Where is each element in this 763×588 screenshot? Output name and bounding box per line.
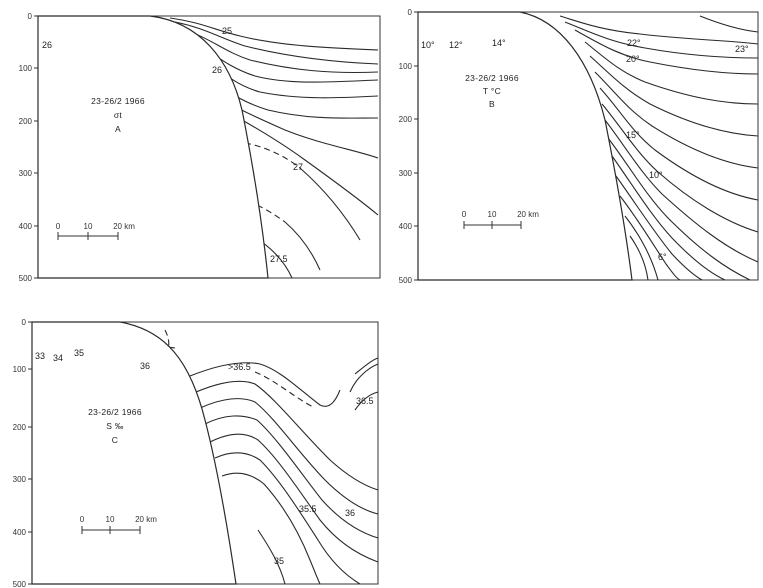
scale-tick: 10 xyxy=(488,210,497,219)
contour-label: 35 xyxy=(74,348,84,358)
scale-tick: 20 km xyxy=(517,210,539,219)
depth-tick: 400 xyxy=(13,528,27,537)
contour-label: 22° xyxy=(627,38,641,48)
contour-label: 12° xyxy=(449,40,463,50)
panel-date: 23-26/2 1966 xyxy=(465,73,519,83)
contour-label: 26 xyxy=(212,65,222,75)
contour-label: 26 xyxy=(42,40,52,50)
contour-label: 23° xyxy=(735,44,749,54)
contour-label: 14° xyxy=(492,38,506,48)
panel-date: 23-26/2 1966 xyxy=(91,96,145,106)
scale-tick: 20 km xyxy=(135,515,157,524)
panel-variable: T °C xyxy=(483,86,501,96)
panel-b-seafloor xyxy=(417,11,633,281)
scale-tick: 10 xyxy=(84,222,93,231)
contour-label: 10° xyxy=(649,170,663,180)
panel-b: 0 100 200 300 400 500 xyxy=(399,8,759,285)
panel-a-depth-axis: 0 100 200 300 400 500 xyxy=(19,12,38,283)
contour-label: 36.5 xyxy=(356,396,374,406)
scale-tick: 10 xyxy=(106,515,115,524)
depth-tick: 400 xyxy=(19,222,33,231)
panel-c-scale-bar: 0 10 20 km xyxy=(80,515,157,534)
contour-label: 34 xyxy=(53,353,63,363)
panel-letter: B xyxy=(489,99,495,109)
contour-label: 20° xyxy=(626,54,640,64)
scale-tick: 0 xyxy=(462,210,467,219)
contour-label: 33 xyxy=(35,351,45,361)
depth-tick: 300 xyxy=(19,169,33,178)
depth-tick: 500 xyxy=(13,580,27,588)
depth-tick: 0 xyxy=(28,12,33,21)
panel-a-scale-bar: 0 10 20 km xyxy=(56,222,135,240)
contour-label: 15° xyxy=(626,130,640,140)
contour-label: 6° xyxy=(658,252,667,262)
scale-tick: 20 km xyxy=(113,222,135,231)
contour-label: 35 xyxy=(274,556,284,566)
panel-b-scale-bar: 0 10 20 km xyxy=(462,210,539,229)
contour-label: 36 xyxy=(345,508,355,518)
panel-a: 0 100 200 300 400 500 26 xyxy=(19,12,381,283)
contour-label: 35.5 xyxy=(299,504,317,514)
contour-label: 25 xyxy=(222,26,232,36)
panel-a-seafloor xyxy=(37,15,269,279)
panel-c: 0 100 200 300 400 500 33 34 xyxy=(13,318,379,588)
depth-tick: 0 xyxy=(408,8,413,17)
panel-c-seafloor xyxy=(31,321,237,585)
panel-b-contours xyxy=(419,15,759,281)
panel-c-depth-axis: 0 100 200 300 400 500 xyxy=(13,318,32,588)
depth-tick: 100 xyxy=(399,62,413,71)
depth-tick: 100 xyxy=(13,365,27,374)
panel-letter: A xyxy=(115,124,121,134)
depth-tick: 100 xyxy=(19,64,33,73)
contour-label: >36.5 xyxy=(228,362,251,372)
depth-tick: 400 xyxy=(399,222,413,231)
contour-label: 27.5 xyxy=(270,254,288,264)
depth-tick: 200 xyxy=(399,115,413,124)
depth-tick: 500 xyxy=(19,274,33,283)
panel-letter: C xyxy=(112,435,118,445)
depth-tick: 200 xyxy=(19,117,33,126)
panel-variable: S ‰ xyxy=(106,421,124,431)
depth-tick: 300 xyxy=(399,169,413,178)
contour-label: 27 xyxy=(293,162,303,172)
scale-tick: 0 xyxy=(80,515,85,524)
panel-variable: σt xyxy=(114,110,123,120)
depth-tick: 500 xyxy=(399,276,413,285)
contour-label: 10° xyxy=(421,40,435,50)
panel-b-depth-axis: 0 100 200 300 400 500 xyxy=(399,8,418,285)
panel-date: 23-26/2 1966 xyxy=(88,407,142,417)
depth-tick: 300 xyxy=(13,475,27,484)
depth-tick: 0 xyxy=(22,318,27,327)
contour-label: 36 xyxy=(140,361,150,371)
depth-tick: 200 xyxy=(13,423,27,432)
scale-tick: 0 xyxy=(56,222,61,231)
